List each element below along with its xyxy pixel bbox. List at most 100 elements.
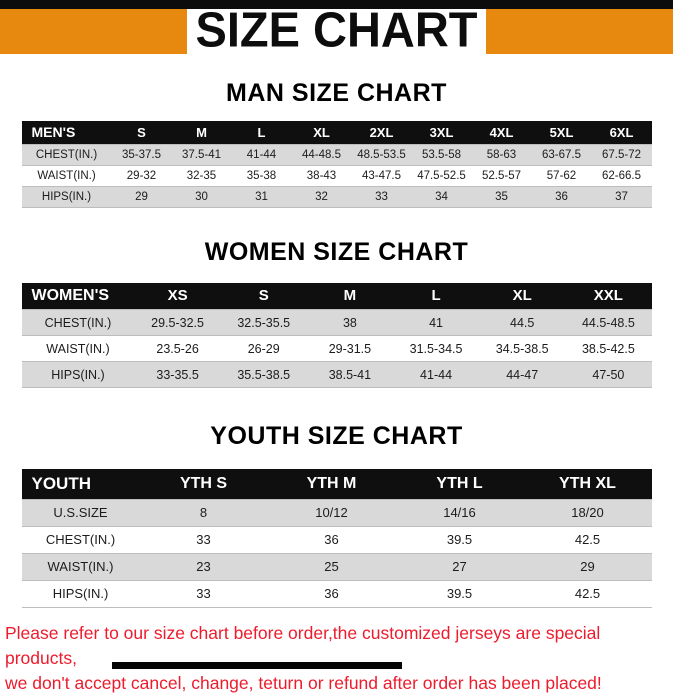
size-cell: 33-35.5 — [134, 361, 221, 388]
size-cell: 35 — [471, 185, 532, 208]
man-size-table-container: MEN'S S M L XL 2XL 3XL 4XL 5XL 6XL CHEST(IN.) 35-37… — [21, 121, 652, 208]
column-header: 2XL — [351, 121, 412, 144]
column-header: M — [171, 121, 232, 144]
table-row: WAIST(IN.) 23 25 27 29 — [21, 552, 652, 580]
size-cell: 36 — [267, 579, 396, 608]
column-header: 3XL — [411, 121, 472, 144]
page-title: SIZE CHART — [195, 1, 478, 58]
size-cell: 39.5 — [395, 579, 524, 608]
man-size-chart-section: MAN SIZE CHART MEN'S S M L XL 2XL 3XL 4XL 5XL 6XL… — [0, 62, 673, 208]
women-size-chart-section: WOMEN SIZE CHART WOMEN'S XS S M L XL XXL CHEST(… — [0, 208, 673, 388]
youth-size-chart-heading: YOUTH SIZE CHART — [210, 422, 463, 450]
table-row: CHEST(IN.) 35-37.5 37.5-41 41-44 44-48.5 48.5… — [21, 143, 652, 165]
table-row: HIPS(IN.) 29 30 31 32 33 34 35 36 37 — [21, 185, 652, 208]
row-label: CHEST(IN.) — [21, 309, 135, 336]
table-header-row: YOUTH YTH S YTH M YTH L YTH XL — [21, 469, 652, 499]
table-header-row: WOMEN'S XS S M L XL XXL — [21, 282, 652, 310]
row-label: WAIST(IN.) — [21, 552, 140, 580]
top-border-bar — [0, 0, 673, 9]
column-header: S — [111, 121, 172, 144]
youth-size-chart: YOUTH YTH S YTH M YTH L YTH XL U.S.SIZE 8 10/12… — [21, 469, 652, 608]
size-cell: 37.5-41 — [171, 143, 232, 165]
table-corner-header: YOUTH — [21, 469, 140, 499]
size-cell: 48.5-53.5 — [351, 143, 412, 165]
size-cell: 8 — [139, 498, 268, 526]
table-row: CHEST(IN.) 33 36 39.5 42.5 — [21, 525, 652, 553]
size-cell: 57-62 — [531, 164, 592, 186]
size-cell: 38.5-41 — [306, 361, 393, 388]
banner-accent-right — [486, 9, 673, 54]
table-row: HIPS(IN.) 33-35.5 35.5-38.5 38.5-41 41-44 44-… — [21, 361, 652, 388]
column-header: XL — [479, 282, 566, 310]
youth-size-table-container: YOUTH YTH S YTH M YTH L YTH XL U.S.SIZE 8 10/12… — [21, 469, 652, 608]
column-header: 6XL — [591, 121, 652, 144]
row-label: U.S.SIZE — [21, 498, 140, 526]
size-cell: 62-66.5 — [591, 164, 652, 186]
size-cell: 38.5-42.5 — [565, 335, 652, 362]
table-header-row: MEN'S S M L XL 2XL 3XL 4XL 5XL 6XL — [21, 121, 652, 144]
size-cell: 44-47 — [479, 361, 566, 388]
footer-notice: Please refer to our size chart before or… — [5, 621, 673, 696]
column-header: YTH XL — [523, 469, 652, 499]
size-cell: 14/16 — [395, 498, 524, 526]
size-cell: 33 — [351, 185, 412, 208]
table-row: WAIST(IN.) 23.5-26 26-29 29-31.5 31.5-34.5 34… — [21, 335, 652, 362]
size-cell: 23.5-26 — [134, 335, 221, 362]
row-label: WAIST(IN.) — [21, 164, 112, 186]
size-cell: 33 — [139, 525, 268, 553]
size-cell: 67.5-72 — [591, 143, 652, 165]
size-cell: 27 — [395, 552, 524, 580]
size-cell: 42.5 — [523, 525, 652, 553]
row-label: CHEST(IN.) — [21, 525, 140, 553]
size-cell: 35-37.5 — [111, 143, 172, 165]
size-cell: 34.5-38.5 — [479, 335, 566, 362]
size-cell: 44-48.5 — [291, 143, 352, 165]
size-cell: 34 — [411, 185, 472, 208]
size-cell: 29 — [111, 185, 172, 208]
table-row: CHEST(IN.) 29.5-32.5 32.5-35.5 38 41 44.5 44.5… — [21, 309, 652, 336]
bottom-border-bar — [112, 662, 402, 669]
size-cell: 29-32 — [111, 164, 172, 186]
table-corner-header: WOMEN'S — [21, 282, 135, 310]
size-cell: 44.5 — [479, 309, 566, 336]
size-cell: 36 — [267, 525, 396, 553]
column-header: XL — [291, 121, 352, 144]
table-row: WAIST(IN.) 29-32 32-35 35-38 38-43 43-47.5 47.… — [21, 164, 652, 186]
size-cell: 18/20 — [523, 498, 652, 526]
column-header: L — [231, 121, 292, 144]
size-cell: 53.5-58 — [411, 143, 472, 165]
size-cell: 35-38 — [231, 164, 292, 186]
size-cell: 44.5-48.5 — [565, 309, 652, 336]
size-cell: 41 — [392, 309, 480, 336]
man-size-chart-heading: MAN SIZE CHART — [226, 79, 447, 107]
size-cell: 29.5-32.5 — [134, 309, 221, 336]
size-cell: 38 — [306, 309, 393, 336]
size-cell: 41-44 — [231, 143, 292, 165]
size-cell: 47.5-52.5 — [411, 164, 472, 186]
column-header: 4XL — [471, 121, 532, 144]
banner-accent-left — [0, 9, 187, 54]
size-cell: 38-43 — [291, 164, 352, 186]
size-cell: 33 — [139, 579, 268, 608]
row-label: HIPS(IN.) — [21, 579, 140, 608]
row-label: HIPS(IN.) — [21, 361, 135, 388]
size-cell: 58-63 — [471, 143, 532, 165]
table-row: HIPS(IN.) 33 36 39.5 42.5 — [21, 579, 652, 608]
notice-line-1: Please refer to our size chart before or… — [5, 622, 601, 668]
size-cell: 42.5 — [523, 579, 652, 608]
size-cell: 26-29 — [220, 335, 307, 362]
column-header: YTH L — [395, 469, 524, 499]
row-label: CHEST(IN.) — [21, 143, 112, 165]
man-size-chart: MEN'S S M L XL 2XL 3XL 4XL 5XL 6XL CHEST(IN.) 35-37… — [21, 121, 652, 208]
youth-size-chart-section: YOUTH SIZE CHART YOUTH YTH S YTH M YTH L YTH… — [0, 388, 673, 608]
column-header: YTH M — [267, 469, 396, 499]
size-cell: 31.5-34.5 — [392, 335, 480, 362]
column-header: S — [220, 282, 307, 310]
row-label: WAIST(IN.) — [21, 335, 135, 362]
column-header: M — [306, 282, 393, 310]
women-size-table-container: WOMEN'S XS S M L XL XXL CHEST(IN.) 29.5-32.5 32.5… — [21, 282, 652, 388]
column-header: YTH S — [139, 469, 268, 499]
table-corner-header: MEN'S — [21, 121, 112, 144]
size-cell: 10/12 — [267, 498, 396, 526]
